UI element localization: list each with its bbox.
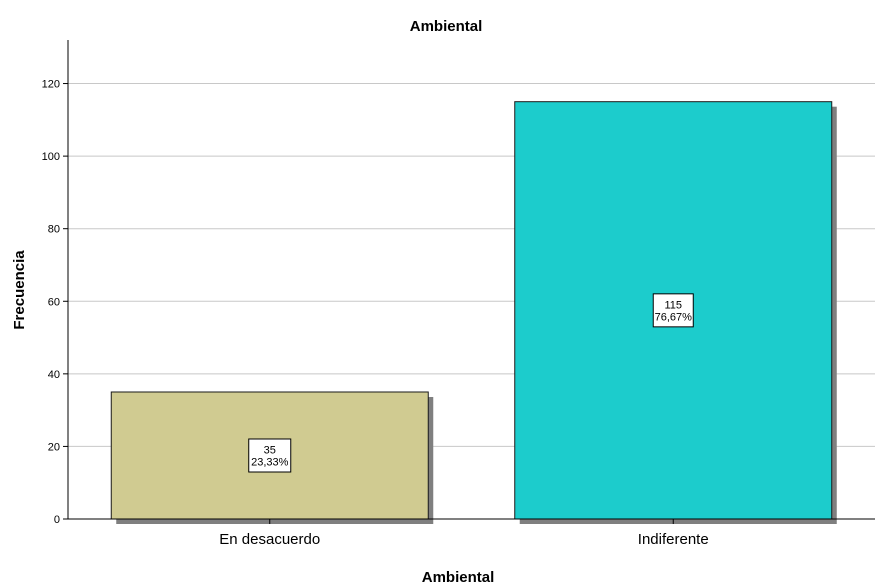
data-label-background xyxy=(248,438,292,473)
x-axis-categories: En desacuerdo Indiferente xyxy=(219,519,709,548)
chart-title: Ambiental xyxy=(410,18,483,35)
x-category-label: En desacuerdo xyxy=(219,531,320,548)
data-label-percent: 23,33% xyxy=(251,456,289,468)
data-label-count: 115 xyxy=(664,299,682,311)
y-tick-label: 20 xyxy=(48,441,60,453)
y-axis-label: Frecuencia xyxy=(11,250,28,330)
y-tick-label: 40 xyxy=(48,369,60,381)
bar-1 xyxy=(110,391,429,520)
y-tick-label: 100 xyxy=(42,151,60,163)
data-label-background xyxy=(652,293,694,328)
y-tick-label: 120 xyxy=(42,79,60,91)
bar-2 xyxy=(514,101,833,520)
data-label-count: 35 xyxy=(264,444,276,456)
y-tick-label: 80 xyxy=(48,224,60,236)
y-tick-label: 60 xyxy=(48,296,60,308)
x-axis-label: Ambiental xyxy=(422,569,495,586)
y-axis-ticks: 0 20 40 60 80 100 120 xyxy=(42,79,68,526)
x-category-label: Indiferente xyxy=(638,531,709,548)
data-label-percent: 76,67% xyxy=(655,311,693,323)
axes xyxy=(67,40,875,520)
y-tick-label: 0 xyxy=(54,514,60,526)
